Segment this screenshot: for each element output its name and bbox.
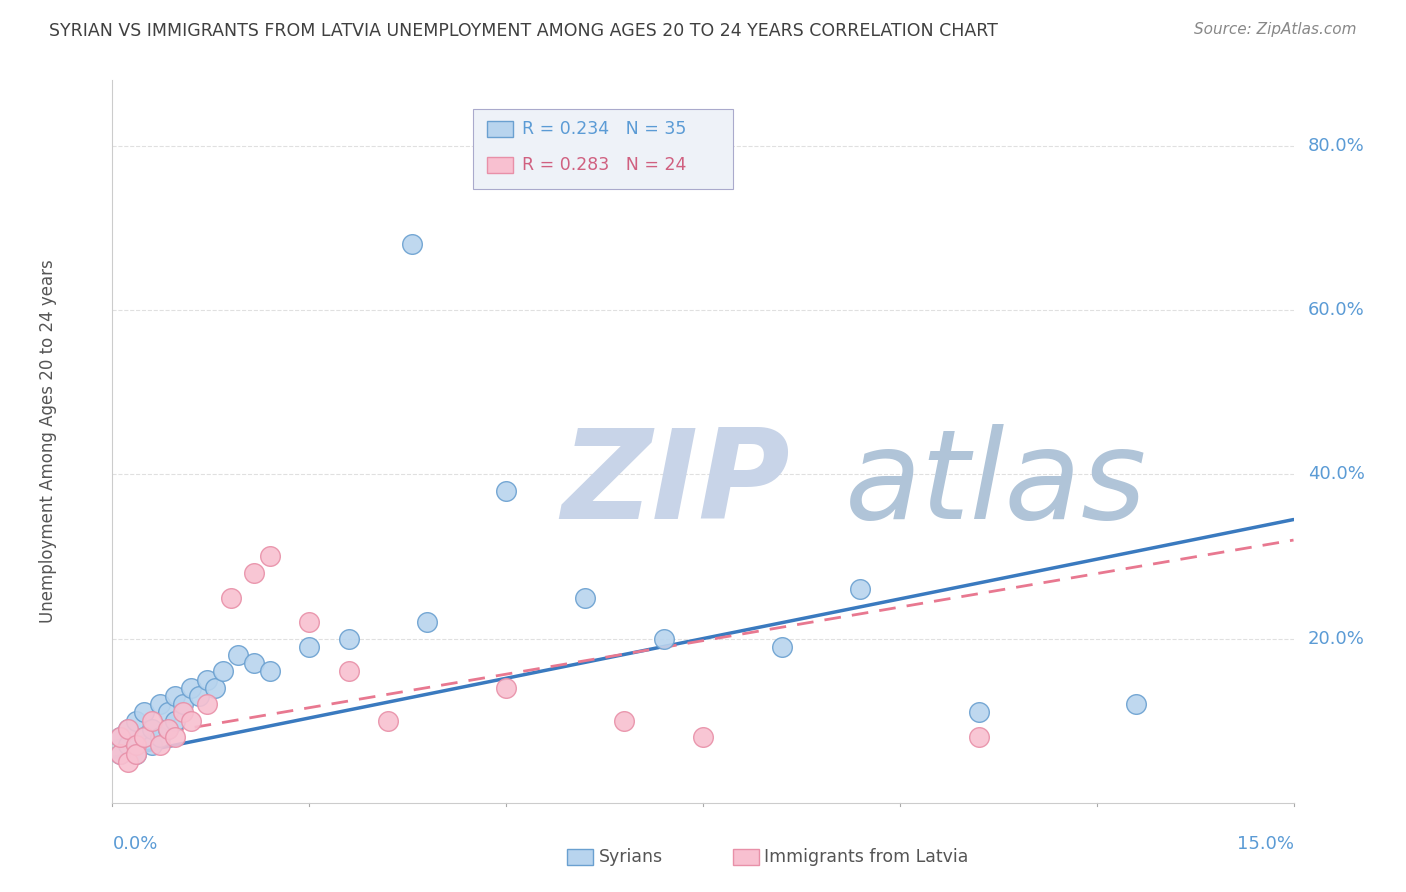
- Point: [117, 722, 139, 736]
- Point: [132, 730, 155, 744]
- Point: [401, 237, 423, 252]
- FancyBboxPatch shape: [486, 120, 513, 136]
- Point: [298, 640, 321, 654]
- Point: [613, 714, 636, 728]
- Text: ZIP: ZIP: [561, 425, 790, 545]
- Text: 15.0%: 15.0%: [1236, 835, 1294, 854]
- Point: [165, 730, 187, 744]
- Point: [243, 566, 266, 580]
- FancyBboxPatch shape: [472, 109, 733, 189]
- Point: [228, 648, 250, 662]
- Point: [125, 714, 148, 728]
- Point: [117, 755, 139, 769]
- FancyBboxPatch shape: [567, 849, 593, 865]
- Text: 60.0%: 60.0%: [1308, 301, 1364, 319]
- Point: [156, 706, 179, 720]
- Point: [495, 681, 517, 695]
- Text: Source: ZipAtlas.com: Source: ZipAtlas.com: [1194, 22, 1357, 37]
- Point: [337, 632, 360, 646]
- Text: SYRIAN VS IMMIGRANTS FROM LATVIA UNEMPLOYMENT AMONG AGES 20 TO 24 YEARS CORRELAT: SYRIAN VS IMMIGRANTS FROM LATVIA UNEMPLO…: [49, 22, 998, 40]
- Text: Immigrants from Latvia: Immigrants from Latvia: [765, 848, 969, 866]
- Point: [110, 730, 132, 744]
- Point: [770, 640, 793, 654]
- Point: [165, 714, 187, 728]
- Point: [156, 722, 179, 736]
- Point: [180, 681, 202, 695]
- Point: [204, 681, 226, 695]
- Point: [125, 747, 148, 761]
- Point: [416, 615, 439, 630]
- Point: [298, 615, 321, 630]
- Point: [1125, 698, 1147, 712]
- FancyBboxPatch shape: [733, 849, 758, 865]
- Point: [967, 730, 990, 744]
- Point: [125, 747, 148, 761]
- Point: [141, 722, 163, 736]
- Point: [259, 549, 281, 564]
- Point: [849, 582, 872, 597]
- Point: [172, 706, 194, 720]
- Point: [141, 739, 163, 753]
- Point: [180, 714, 202, 728]
- Text: Syrians: Syrians: [599, 848, 664, 866]
- Point: [195, 673, 218, 687]
- Text: 40.0%: 40.0%: [1308, 466, 1365, 483]
- Point: [141, 714, 163, 728]
- Point: [110, 747, 132, 761]
- Point: [172, 698, 194, 712]
- Point: [117, 739, 139, 753]
- Point: [219, 591, 242, 605]
- Point: [377, 714, 399, 728]
- Point: [149, 739, 172, 753]
- Point: [125, 739, 148, 753]
- Point: [337, 665, 360, 679]
- Point: [156, 722, 179, 736]
- Point: [110, 747, 132, 761]
- Point: [574, 591, 596, 605]
- Text: R = 0.283   N = 24: R = 0.283 N = 24: [522, 156, 686, 174]
- Point: [243, 657, 266, 671]
- Text: R = 0.234   N = 35: R = 0.234 N = 35: [522, 120, 686, 137]
- Text: 20.0%: 20.0%: [1308, 630, 1365, 648]
- Point: [132, 730, 155, 744]
- Point: [259, 665, 281, 679]
- FancyBboxPatch shape: [486, 157, 513, 173]
- Point: [149, 730, 172, 744]
- Point: [110, 730, 132, 744]
- Text: 0.0%: 0.0%: [112, 835, 157, 854]
- Point: [967, 706, 990, 720]
- Point: [211, 665, 233, 679]
- Text: atlas: atlas: [845, 425, 1147, 545]
- Point: [195, 698, 218, 712]
- Point: [117, 722, 139, 736]
- Text: 80.0%: 80.0%: [1308, 137, 1364, 155]
- Text: Unemployment Among Ages 20 to 24 years: Unemployment Among Ages 20 to 24 years: [38, 260, 56, 624]
- Point: [652, 632, 675, 646]
- Point: [692, 730, 714, 744]
- Point: [495, 483, 517, 498]
- Point: [132, 706, 155, 720]
- Point: [149, 698, 172, 712]
- Point: [188, 689, 211, 703]
- Point: [165, 689, 187, 703]
